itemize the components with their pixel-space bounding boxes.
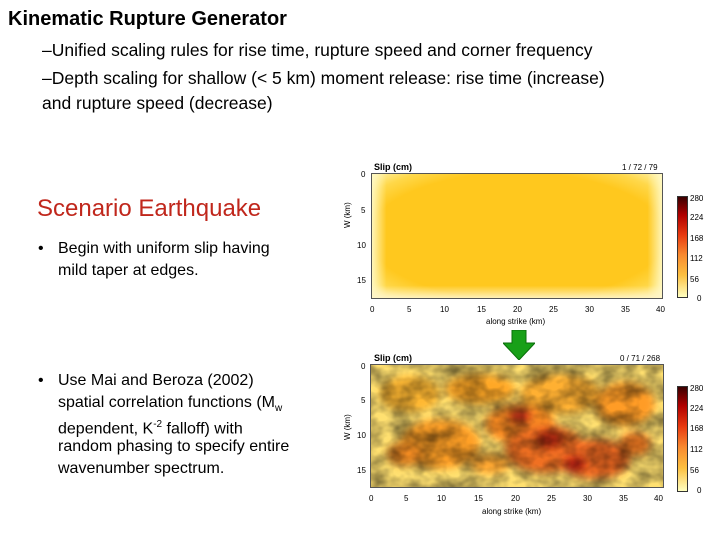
section-title: Scenario Earthquake [37,195,262,222]
top-ytick: 5 [361,206,366,215]
down-arrow-icon [503,330,535,360]
top-slip-map [371,173,663,299]
top-cbtick: 224 [690,213,704,222]
point-1-line-1: Begin with uniform slip having [58,240,270,257]
top-cbtick: 0 [697,294,702,303]
intro-bullet-2: –Depth scaling for shallow (< 5 km) mome… [42,68,605,88]
bottom-plot-stats: 0 / 71 / 268 [620,354,661,363]
intro-bullet-2-continued: and rupture speed (decrease) [42,93,273,113]
top-plot-stats: 1 / 72 / 79 [622,163,658,172]
point-1: • Begin with uniform slip having mild ta… [38,238,328,288]
top-cbtick: 112 [690,254,703,263]
point-2-line-3: dependent, K-2 falloff) with [58,414,243,440]
mw-subscript: w [274,403,283,415]
top-xtick: 15 [477,305,486,314]
bottom-cbtick: 56 [690,466,699,475]
top-ytick: 10 [357,241,366,250]
point-2-line-3-text: dependent, K [58,420,154,438]
point-1-line-2: mild taper at edges. [58,262,199,279]
bottom-xtick: 10 [437,494,446,503]
bottom-ytick: 0 [361,362,366,371]
top-cbtick: 56 [690,275,699,284]
bullet-dot: • [38,372,44,389]
top-colorbar [677,196,688,298]
top-cbtick: 168 [690,234,704,243]
bottom-ytick: 5 [361,396,366,405]
point-2-line-4: random phasing to specify entire [58,438,290,455]
bottom-plot-title: Slip (cm) [374,353,413,363]
top-plot-title: Slip (cm) [374,162,413,172]
bottom-xtick: 5 [404,494,409,503]
bottom-cbtick: 112 [690,445,703,454]
page-title: Kinematic Rupture Generator [8,8,287,30]
bottom-xtick: 25 [547,494,556,503]
k-superscript: -2 [153,419,163,430]
top-plot-xlabel: along strike (km) [486,317,546,326]
bottom-plot-xlabel: along strike (km) [482,507,542,516]
bottom-xtick: 0 [369,494,374,503]
bottom-ytick: 10 [357,431,366,440]
bullet-dot: • [38,240,44,257]
intro-bullet-1: –Unified scaling rules for rise time, ru… [42,40,593,60]
top-xtick: 35 [621,305,630,314]
point-2-line-5: wavenumber spectrum. [58,460,225,477]
bottom-xtick: 20 [511,494,520,503]
top-xtick: 40 [656,305,665,314]
bottom-cbtick: 168 [690,424,704,433]
bottom-xtick: 35 [619,494,628,503]
top-xtick: 30 [585,305,594,314]
bottom-ytick: 15 [357,466,366,475]
top-cbtick: 280 [690,194,704,203]
top-xtick: 5 [407,305,412,314]
point-2-line-3-tail: falloff) with [162,420,243,438]
point-2: • Use Mai and Beroza (2002) spatial corr… [38,370,338,490]
bottom-plot-ylabel: W (km) [343,414,352,440]
top-ytick: 15 [357,276,366,285]
point-2-line-2: spatial correlation functions (Mw [58,392,282,420]
bottom-colorbar [677,386,688,492]
top-plot-ylabel: W (km) [343,202,352,228]
top-xtick: 10 [440,305,449,314]
bottom-cbtick: 224 [690,404,704,413]
top-slip-taper-y [372,174,662,298]
top-xtick: 25 [549,305,558,314]
point-2-line-1: Use Mai and Beroza (2002) [58,372,254,389]
top-ytick: 0 [361,170,366,179]
bottom-xtick: 40 [654,494,663,503]
top-xtick: 20 [513,305,522,314]
bottom-cbtick: 0 [697,486,702,495]
bottom-xtick: 15 [474,494,483,503]
bottom-cbtick: 280 [690,384,704,393]
top-xtick: 0 [370,305,375,314]
bottom-xtick: 30 [583,494,592,503]
bottom-slip-map [370,364,664,488]
point-2-line-2-text: spatial correlation functions (M [58,394,275,411]
